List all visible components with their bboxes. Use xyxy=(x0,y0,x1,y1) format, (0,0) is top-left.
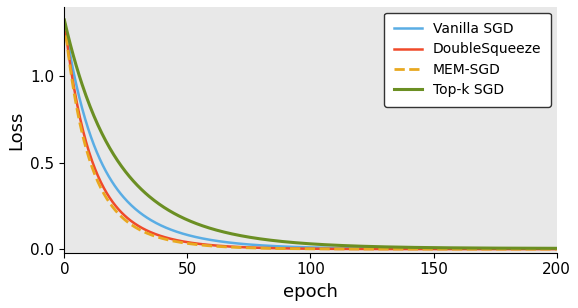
Top-k SGD xyxy=(327,243,334,247)
MEM-SGD xyxy=(464,247,471,251)
Line: Top-k SGD: Top-k SGD xyxy=(64,20,557,248)
Vanilla SGD xyxy=(327,246,334,250)
DoubleSqueeze xyxy=(298,247,305,250)
Y-axis label: Loss: Loss xyxy=(7,110,25,150)
Line: Vanilla SGD: Vanilla SGD xyxy=(64,20,557,249)
MEM-SGD xyxy=(354,247,361,251)
Line: MEM-SGD: MEM-SGD xyxy=(64,21,557,249)
DoubleSqueeze xyxy=(354,247,361,251)
Legend: Vanilla SGD, DoubleSqueeze, MEM-SGD, Top-k SGD: Vanilla SGD, DoubleSqueeze, MEM-SGD, Top… xyxy=(384,13,551,107)
Top-k SGD xyxy=(298,241,305,245)
DoubleSqueeze xyxy=(61,19,68,22)
Vanilla SGD xyxy=(61,18,68,22)
Vanilla SGD xyxy=(354,246,361,250)
Vanilla SGD xyxy=(553,247,560,251)
DoubleSqueeze xyxy=(542,247,549,251)
DoubleSqueeze xyxy=(553,247,560,251)
MEM-SGD xyxy=(61,19,68,22)
Line: DoubleSqueeze: DoubleSqueeze xyxy=(64,21,557,249)
DoubleSqueeze xyxy=(464,247,471,251)
DoubleSqueeze xyxy=(327,247,334,251)
Vanilla SGD xyxy=(542,247,549,251)
MEM-SGD xyxy=(295,247,302,251)
Vanilla SGD xyxy=(298,245,305,249)
Vanilla SGD xyxy=(464,247,471,251)
X-axis label: epoch: epoch xyxy=(283,283,338,301)
Top-k SGD xyxy=(354,244,361,248)
MEM-SGD xyxy=(553,247,560,251)
MEM-SGD xyxy=(542,247,549,251)
Top-k SGD xyxy=(295,241,302,245)
Top-k SGD xyxy=(464,246,471,250)
Top-k SGD xyxy=(61,18,68,22)
MEM-SGD xyxy=(327,247,334,251)
MEM-SGD xyxy=(298,247,305,251)
Top-k SGD xyxy=(553,246,560,250)
Top-k SGD xyxy=(542,246,549,250)
Vanilla SGD xyxy=(295,245,302,249)
DoubleSqueeze xyxy=(295,247,302,250)
